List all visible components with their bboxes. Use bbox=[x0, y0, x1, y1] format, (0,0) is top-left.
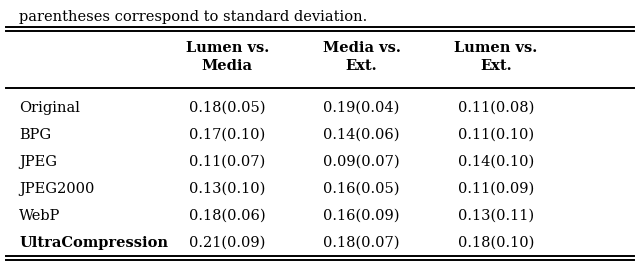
Text: Media vs.
Ext.: Media vs. Ext. bbox=[323, 41, 401, 73]
Text: Original: Original bbox=[19, 101, 80, 115]
Text: UltraCompression: UltraCompression bbox=[19, 236, 168, 250]
Text: 0.14(0.10): 0.14(0.10) bbox=[458, 155, 534, 169]
Text: parentheses correspond to standard deviation.: parentheses correspond to standard devia… bbox=[19, 10, 367, 24]
Text: 0.18(0.07): 0.18(0.07) bbox=[323, 236, 400, 250]
Text: 0.16(0.05): 0.16(0.05) bbox=[323, 182, 400, 196]
Text: WebP: WebP bbox=[19, 209, 61, 223]
Text: 0.19(0.04): 0.19(0.04) bbox=[323, 101, 400, 115]
Text: 0.13(0.11): 0.13(0.11) bbox=[458, 209, 534, 223]
Text: 0.21(0.09): 0.21(0.09) bbox=[189, 236, 266, 250]
Text: Lumen vs.
Ext.: Lumen vs. Ext. bbox=[454, 41, 538, 73]
Text: 0.18(0.05): 0.18(0.05) bbox=[189, 101, 266, 115]
Text: 0.14(0.06): 0.14(0.06) bbox=[323, 128, 400, 142]
Text: 0.11(0.08): 0.11(0.08) bbox=[458, 101, 534, 115]
Text: JPEG: JPEG bbox=[19, 155, 57, 169]
Text: 0.18(0.06): 0.18(0.06) bbox=[189, 209, 266, 223]
Text: 0.11(0.10): 0.11(0.10) bbox=[458, 128, 534, 142]
Text: 0.16(0.09): 0.16(0.09) bbox=[323, 209, 400, 223]
Text: 0.17(0.10): 0.17(0.10) bbox=[189, 128, 266, 142]
Text: 0.18(0.10): 0.18(0.10) bbox=[458, 236, 534, 250]
Text: 0.09(0.07): 0.09(0.07) bbox=[323, 155, 400, 169]
Text: 0.11(0.07): 0.11(0.07) bbox=[189, 155, 266, 169]
Text: 0.11(0.09): 0.11(0.09) bbox=[458, 182, 534, 196]
Text: 0.13(0.10): 0.13(0.10) bbox=[189, 182, 266, 196]
Text: JPEG2000: JPEG2000 bbox=[19, 182, 95, 196]
Text: BPG: BPG bbox=[19, 128, 51, 142]
Text: Lumen vs.
Media: Lumen vs. Media bbox=[186, 41, 269, 73]
